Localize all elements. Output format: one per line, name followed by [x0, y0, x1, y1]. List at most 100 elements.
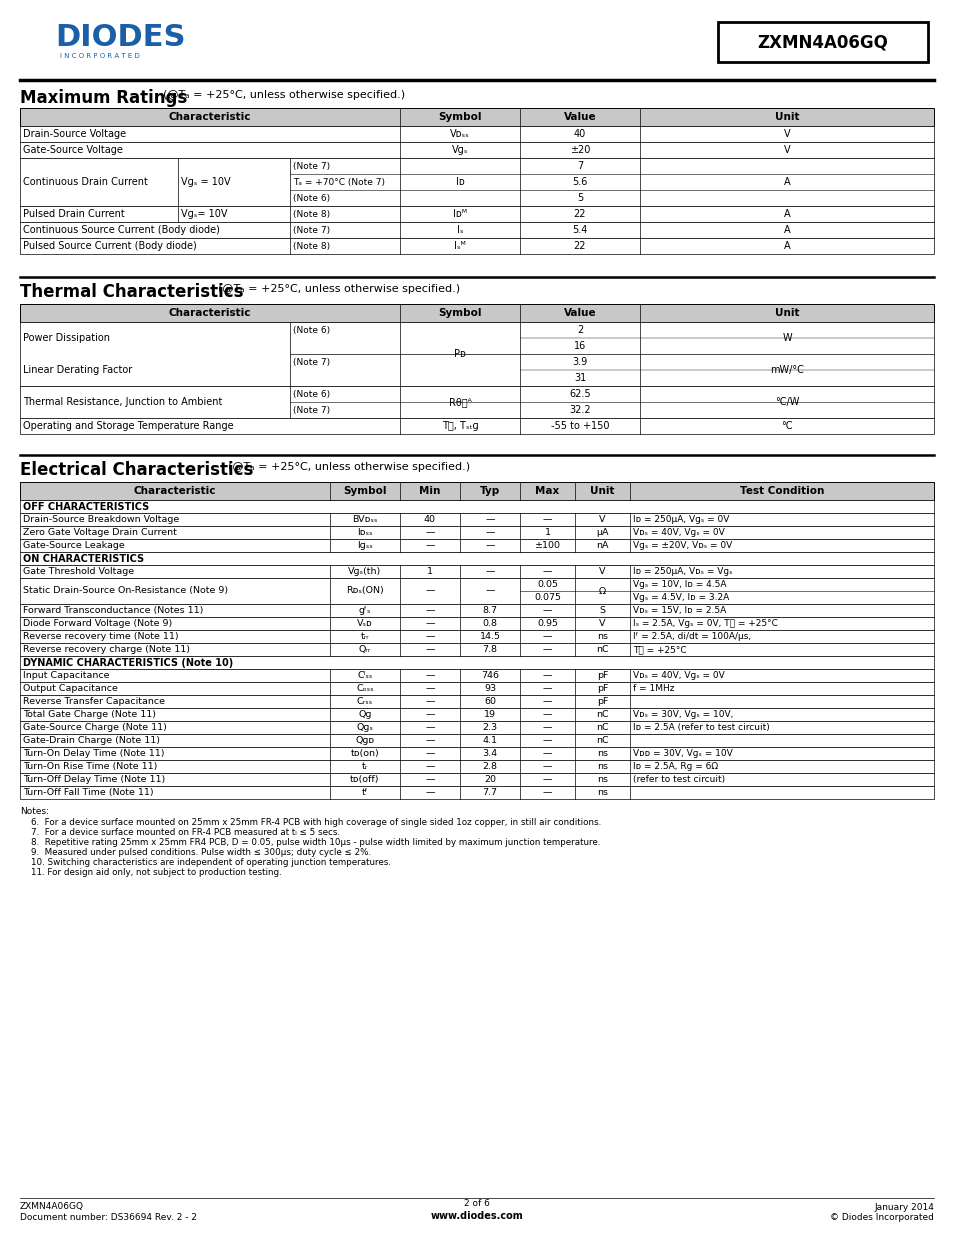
Text: Qɡₛ: Qɡₛ	[356, 722, 373, 732]
Text: ±20: ±20	[569, 144, 590, 156]
Text: V: V	[782, 144, 789, 156]
Bar	[20, 526, 933, 538]
Text: Iᴅ = 250μA, Vɡₛ = 0V: Iᴅ = 250μA, Vɡₛ = 0V	[633, 515, 729, 524]
Text: A: A	[782, 177, 789, 186]
Bar	[718, 22, 927, 62]
Text: Iᴅ = 2.5A (refer to test circuit): Iᴅ = 2.5A (refer to test circuit)	[633, 722, 769, 732]
Text: —: —	[542, 515, 552, 524]
Text: www.diodes.com: www.diodes.com	[430, 1212, 523, 1221]
Text: °C/W: °C/W	[774, 396, 799, 408]
Text: 5.4: 5.4	[572, 225, 587, 235]
Text: Linear Derating Factor: Linear Derating Factor	[23, 366, 132, 375]
Text: —: —	[425, 645, 435, 655]
Text: 1: 1	[544, 529, 550, 537]
Text: ZXMN4A06GQ: ZXMN4A06GQ	[757, 33, 887, 51]
Bar	[20, 142, 933, 158]
Text: ns: ns	[597, 762, 607, 771]
Text: Qᵣᵣ: Qᵣᵣ	[358, 645, 371, 655]
Text: Iɡₛₛ: Iɡₛₛ	[356, 541, 373, 550]
Text: —: —	[425, 632, 435, 641]
Text: Vɡₛ = 4.5V, Iᴅ = 3.2A: Vɡₛ = 4.5V, Iᴅ = 3.2A	[633, 593, 728, 601]
Text: Notes:: Notes:	[20, 806, 49, 816]
Text: Gate-Source Voltage: Gate-Source Voltage	[23, 144, 123, 156]
Bar	[20, 785, 933, 799]
Text: Continuous Drain Current: Continuous Drain Current	[23, 177, 148, 186]
Text: —: —	[542, 722, 552, 732]
Text: Input Capacitance: Input Capacitance	[23, 671, 110, 680]
Bar	[20, 630, 933, 643]
Bar	[20, 564, 933, 578]
Text: DIODES: DIODES	[55, 23, 185, 53]
Text: —: —	[425, 606, 435, 615]
Text: V: V	[598, 515, 605, 524]
Text: OFF CHARACTERISTICS: OFF CHARACTERISTICS	[23, 501, 149, 511]
Text: A: A	[782, 225, 789, 235]
Text: Iᴅ: Iᴅ	[456, 177, 464, 186]
Text: Reverse recovery charge (Note 11): Reverse recovery charge (Note 11)	[23, 645, 190, 655]
Bar	[20, 721, 933, 734]
Text: 31: 31	[574, 373, 585, 383]
Text: V: V	[598, 619, 605, 629]
Text: tᴅ(on): tᴅ(on)	[351, 748, 379, 758]
Text: —: —	[425, 788, 435, 797]
Text: (@Tₐ = +25°C, unless otherwise specified.): (@Tₐ = +25°C, unless otherwise specified…	[163, 90, 405, 100]
Text: 19: 19	[483, 710, 496, 719]
Text: 6.  For a device surface mounted on 25mm x 25mm FR-4 PCB with high coverage of s: 6. For a device surface mounted on 25mm …	[20, 818, 600, 827]
Text: DYNAMIC CHARACTERISTICS (Note 10): DYNAMIC CHARACTERISTICS (Note 10)	[23, 657, 233, 667]
Text: 93: 93	[483, 684, 496, 693]
Text: Unit: Unit	[774, 112, 799, 122]
Bar	[20, 552, 933, 564]
Bar	[20, 387, 933, 417]
Bar	[20, 322, 933, 387]
Text: Continuous Source Current (Body diode): Continuous Source Current (Body diode)	[23, 225, 219, 235]
Bar	[20, 708, 933, 721]
Text: tᶠ: tᶠ	[361, 788, 368, 797]
Text: January 2014: January 2014	[873, 1203, 933, 1212]
Text: —: —	[542, 788, 552, 797]
Text: Vɡₛ = 10V, Iᴅ = 4.5A: Vɡₛ = 10V, Iᴅ = 4.5A	[633, 580, 726, 589]
Text: 9.  Measured under pulsed conditions. Pulse width ≤ 300μs; duty cycle ≤ 2%.: 9. Measured under pulsed conditions. Pul…	[20, 848, 371, 857]
Text: Document number: DS36694 Rev. 2 - 2: Document number: DS36694 Rev. 2 - 2	[20, 1214, 196, 1223]
Text: Gate Threshold Voltage: Gate Threshold Voltage	[23, 567, 134, 576]
Bar	[20, 773, 933, 785]
Bar	[20, 107, 933, 126]
Bar	[20, 578, 933, 604]
Text: -55 to +150: -55 to +150	[550, 421, 609, 431]
Text: Turn-On Rise Time (Note 11): Turn-On Rise Time (Note 11)	[23, 762, 157, 771]
Bar	[20, 158, 933, 206]
Text: Vᴅₛₛ: Vᴅₛₛ	[450, 128, 470, 140]
Text: Pulsed Drain Current: Pulsed Drain Current	[23, 209, 125, 219]
Text: Min: Min	[419, 487, 440, 496]
Text: Turn-On Delay Time (Note 11): Turn-On Delay Time (Note 11)	[23, 748, 164, 758]
Bar	[20, 417, 933, 433]
Text: pF: pF	[597, 671, 608, 680]
Text: —: —	[542, 606, 552, 615]
Text: 3.4: 3.4	[482, 748, 497, 758]
Text: Vᴅₛ = 30V, Vɡₛ = 10V,: Vᴅₛ = 30V, Vɡₛ = 10V,	[633, 710, 733, 719]
Text: 5: 5	[577, 193, 582, 203]
Text: tᵣᵣ: tᵣᵣ	[360, 632, 369, 641]
Text: (Note 6): (Note 6)	[293, 389, 330, 399]
Text: 0.075: 0.075	[534, 593, 560, 601]
Text: 7: 7	[577, 161, 582, 170]
Text: 0.95: 0.95	[537, 619, 558, 629]
Text: nC: nC	[596, 736, 608, 745]
Text: —: —	[425, 587, 435, 595]
Text: —: —	[425, 762, 435, 771]
Text: Cᵣₛₛ: Cᵣₛₛ	[356, 697, 373, 706]
Text: (Note 7): (Note 7)	[293, 162, 330, 170]
Text: ns: ns	[597, 632, 607, 641]
Text: Vᴅᴅ = 30V, Vɡₛ = 10V: Vᴅᴅ = 30V, Vɡₛ = 10V	[633, 748, 732, 758]
Text: 62.5: 62.5	[569, 389, 590, 399]
Text: —: —	[542, 671, 552, 680]
Text: —: —	[542, 697, 552, 706]
Bar	[20, 482, 933, 500]
Text: (Note 7): (Note 7)	[293, 226, 330, 235]
Text: ns: ns	[597, 748, 607, 758]
Text: Output Capacitance: Output Capacitance	[23, 684, 118, 693]
Text: Iₛ: Iₛ	[456, 225, 463, 235]
Text: Vᴅₛ = 40V, Vɡₛ = 0V: Vᴅₛ = 40V, Vɡₛ = 0V	[633, 671, 724, 680]
Text: —: —	[425, 748, 435, 758]
Text: Iᴅₛₛ: Iᴅₛₛ	[356, 529, 373, 537]
Text: Diode Forward Voltage (Note 9): Diode Forward Voltage (Note 9)	[23, 619, 172, 629]
